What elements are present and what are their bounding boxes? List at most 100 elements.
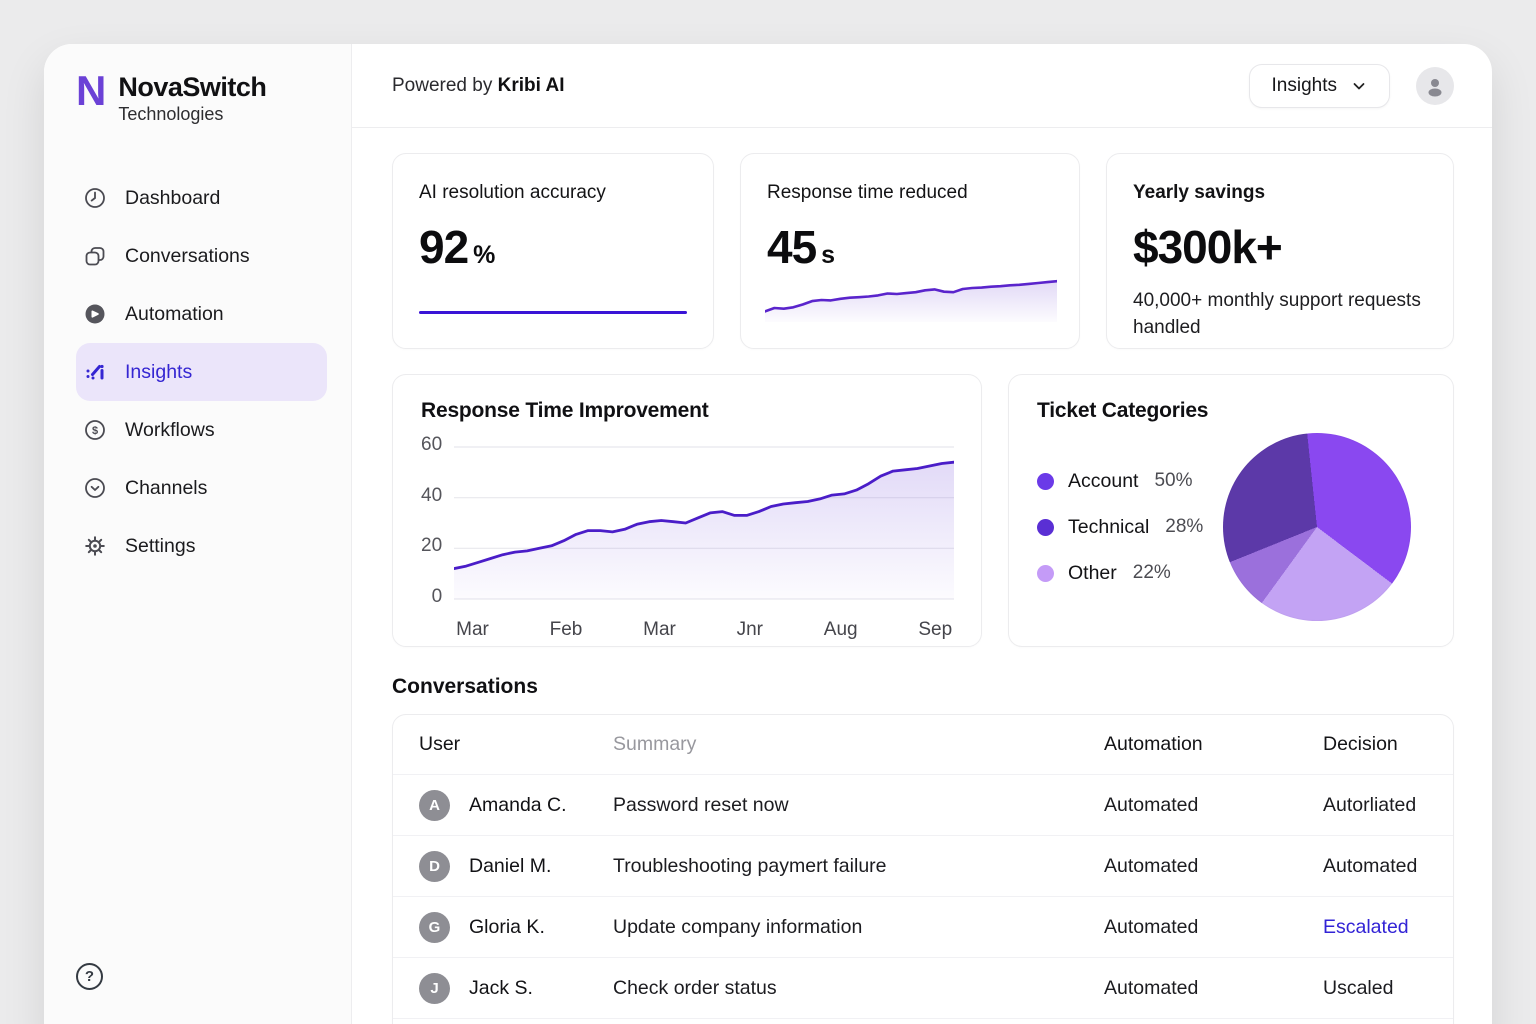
- sidebar-item-label: Automation: [125, 302, 224, 325]
- x-axis-label: Mar: [456, 619, 489, 640]
- stat-title: AI resolution accuracy: [419, 182, 606, 203]
- table-row[interactable]: A Amanda C. Password reset now Automated…: [393, 775, 1453, 836]
- sidebar-nav: Dashboard Conversations: [76, 169, 351, 575]
- legend-label: Technical: [1068, 515, 1150, 538]
- column-header-user: User: [419, 733, 461, 755]
- view-selector-label: Insights: [1271, 74, 1337, 96]
- x-axis-label: Sep: [918, 619, 953, 640]
- y-axis-tick: 40: [421, 484, 443, 506]
- settings-icon: [82, 533, 108, 559]
- stat-value: 45: [767, 221, 817, 273]
- y-axis-tick: 0: [431, 585, 443, 607]
- ticket-categories-card: Ticket Categories Account 50% Technical: [1008, 374, 1454, 647]
- main-area: Powered by Kribi AI Insights AI re: [352, 44, 1492, 1024]
- stat-card-accuracy: AI resolution accuracy 92 %: [392, 153, 714, 349]
- automation-cell: Automated: [1104, 854, 1199, 877]
- sidebar-item-dashboard[interactable]: Dashboard: [76, 169, 327, 227]
- sidebar: N NovaSwitch Technologies Dashboard: [44, 44, 352, 1024]
- user-avatar[interactable]: [1416, 66, 1454, 105]
- conversations-icon: [82, 243, 108, 269]
- sidebar-item-label: Dashboard: [125, 186, 221, 209]
- decision-cell: Automated: [1323, 854, 1418, 877]
- legend-dot: [1037, 564, 1054, 582]
- sidebar-item-channels[interactable]: Channels: [76, 459, 327, 517]
- stat-value: $300k+: [1133, 221, 1283, 273]
- response-line: [454, 460, 955, 570]
- column-header-automation: Automation: [1104, 733, 1203, 755]
- legend-percent: 50%: [1154, 470, 1193, 491]
- response-area: [454, 462, 955, 599]
- automation-cell: Automated: [1104, 915, 1199, 938]
- y-ticks: 60 40 20 0: [421, 434, 443, 607]
- avatar: G: [419, 911, 450, 943]
- user-name: Jack S.: [469, 976, 533, 999]
- sidebar-item-label: Settings: [125, 534, 196, 557]
- sidebar-item-conversations[interactable]: Conversations: [76, 227, 327, 285]
- x-axis-label: Feb: [549, 619, 583, 640]
- table-header-row: User Summary Automation Decision: [393, 715, 1453, 775]
- chart-title: Ticket Categories: [1037, 399, 1209, 422]
- chevron-down-icon: [1353, 82, 1365, 89]
- app-window: N NovaSwitch Technologies Dashboard: [44, 44, 1492, 1024]
- x-axis-label: Mar: [643, 619, 676, 640]
- sidebar-item-settings[interactable]: Settings: [76, 517, 327, 575]
- y-axis-tick: 20: [421, 535, 443, 557]
- powered-by-text: Powered by Kribi AI: [392, 75, 564, 97]
- sparkline-area: [765, 281, 1057, 322]
- x-axis-label: Jnr: [736, 619, 764, 640]
- decision-cell: Escalated: [1323, 915, 1409, 938]
- sidebar-item-label: Insights: [125, 360, 193, 383]
- table-row[interactable]: J Jack S. Check order status Automated U…: [393, 958, 1453, 1019]
- topbar: Powered by Kribi AI Insights: [352, 44, 1492, 128]
- user-name: Daniel M.: [469, 854, 552, 877]
- avatar: A: [419, 789, 450, 821]
- sidebar-item-label: Workflows: [125, 418, 215, 441]
- chart-title: Response Time Improvement: [421, 399, 709, 422]
- brand-name: NovaSwitch: [118, 72, 267, 102]
- automation-cell: Automated: [1104, 976, 1199, 999]
- summary-cell: Update company information: [613, 915, 863, 938]
- user-name: Amanda C.: [469, 793, 567, 816]
- sidebar-item-workflows[interactable]: $ Workflows: [76, 401, 327, 459]
- decision-cell: Autorliated: [1323, 793, 1417, 816]
- help-icon[interactable]: ?: [76, 963, 103, 990]
- legend-dot: [1037, 472, 1054, 490]
- stat-unit: %: [473, 241, 496, 269]
- sidebar-item-automation[interactable]: Automation: [76, 285, 327, 343]
- logo-n-icon: N: [76, 67, 106, 114]
- sidebar-item-insights[interactable]: Insights: [76, 343, 327, 401]
- legend-label: Other: [1068, 561, 1117, 584]
- legend-item-account: Account 50%: [1037, 470, 1203, 493]
- user-name: Gloria K.: [469, 915, 545, 938]
- svg-text:$: $: [92, 425, 98, 437]
- sidebar-item-label: Conversations: [125, 244, 250, 267]
- channels-icon: [82, 475, 108, 501]
- brand-subtitle: Technologies: [118, 104, 224, 124]
- conversations-table: User Summary Automation Decision A Amand…: [392, 714, 1454, 1024]
- response-sparkline: [765, 272, 1057, 322]
- column-header-decision: Decision: [1323, 733, 1398, 755]
- stat-title: Yearly savings: [1133, 182, 1266, 203]
- summary-cell: Password reset now: [613, 793, 789, 816]
- table-row[interactable]: D Daniel M. Troubleshooting paymert fail…: [393, 836, 1453, 897]
- pie-legend: Account 50% Technical 28% Other: [1037, 470, 1203, 585]
- table-row[interactable]: G Gloria K. Update company information A…: [393, 897, 1453, 958]
- insights-icon: [82, 359, 108, 385]
- stat-unit: s: [821, 241, 836, 269]
- automation-icon: [82, 301, 108, 327]
- automation-cell: Automated: [1104, 793, 1199, 816]
- legend-percent: 22%: [1132, 562, 1171, 583]
- y-axis-tick: 60: [421, 434, 443, 455]
- avatar: D: [419, 850, 450, 882]
- view-selector-dropdown[interactable]: Insights: [1248, 63, 1390, 108]
- stat-card-response-time: Response time reduced 45 s: [740, 153, 1080, 349]
- accuracy-trend-line: [419, 311, 687, 314]
- powered-brand: Kribi AI: [497, 74, 565, 96]
- conversations-heading: Conversations: [392, 675, 538, 698]
- legend-item-other: Other 22%: [1037, 562, 1203, 585]
- column-header-summary: Summary: [613, 733, 697, 755]
- legend-percent: 28%: [1165, 516, 1204, 537]
- summary-cell: Troubleshooting paymert failure: [613, 854, 887, 877]
- brand-logo: N NovaSwitch Technologies: [76, 67, 351, 125]
